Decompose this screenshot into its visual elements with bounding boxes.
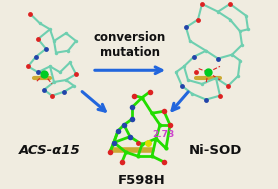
Text: 2.73: 2.73 [152,130,174,139]
Text: F598H: F598H [118,174,166,187]
Text: Ni-SOD: Ni-SOD [188,144,242,157]
Text: ACS-α15: ACS-α15 [19,144,81,157]
Text: conversion
mutation: conversion mutation [94,31,166,59]
